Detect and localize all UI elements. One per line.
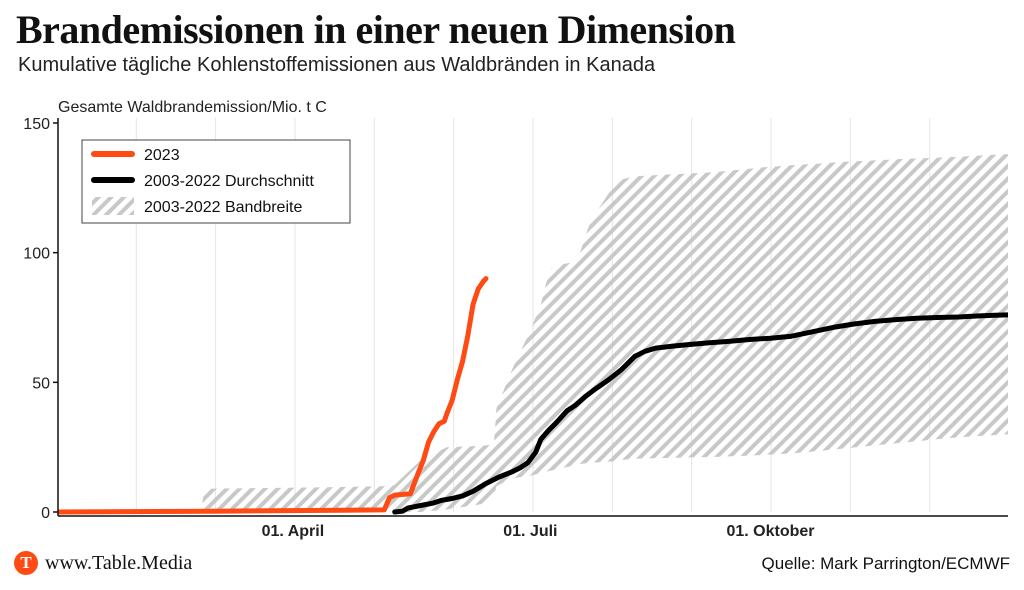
table-media-logo-icon: T — [14, 551, 38, 575]
band-area — [58, 154, 1008, 512]
x-tick-label: 01. Juli — [503, 523, 557, 540]
legend-label: 2003-2022 Bandbreite — [144, 199, 302, 216]
brand-url: www.Table.Media — [45, 551, 193, 574]
chart-title: Brandemissionen in einer neuen Dimension — [16, 7, 736, 52]
brand-footer: T www.Table.Media — [14, 551, 192, 575]
chart-subtitle: Kumulative tägliche Kohlenstoffemissione… — [18, 54, 656, 76]
series-line-average — [392, 312, 1008, 515]
x-tick-label: 01. April — [262, 523, 325, 540]
band-layer — [58, 154, 1008, 512]
x-tick-label: 01. Oktober — [726, 523, 814, 540]
y-tick-label: 100 — [23, 246, 50, 263]
source-note: Quelle: Mark Parrington/ECMWF — [761, 554, 1010, 573]
y-tick-label: 0 — [41, 505, 50, 522]
legend-label: 2023 — [144, 147, 180, 164]
series-line-2023 — [58, 276, 489, 515]
legend-swatch-hatch — [92, 197, 134, 215]
legend-label: 2003-2022 Durchschnitt — [144, 173, 314, 190]
y-axis-label: Gesamte Waldbrandemission/Mio. t C — [58, 99, 327, 116]
axes: 0 50 100 150 01. April 01. Juli 01. Oktober — [23, 116, 1008, 540]
y-tick-label: 50 — [32, 375, 50, 392]
legend: 2023 2003-2022 Durchschnitt 2003-2022 Band… — [81, 139, 351, 224]
y-tick-label: 150 — [23, 116, 50, 133]
series-layer — [58, 276, 1008, 515]
